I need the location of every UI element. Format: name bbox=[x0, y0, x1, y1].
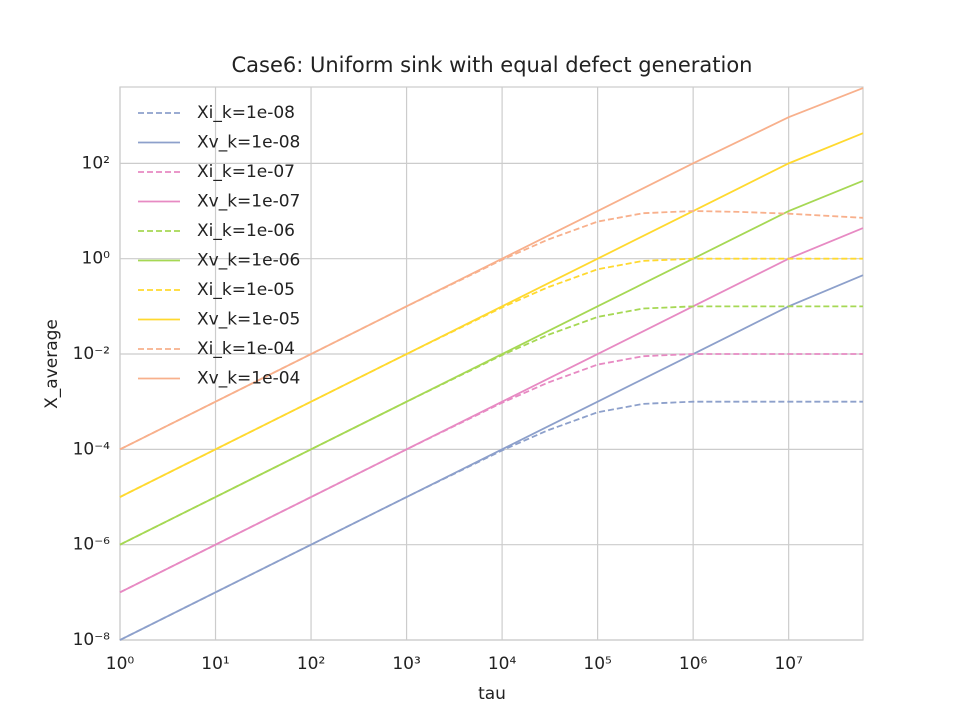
legend-label: Xi_k=1e-07 bbox=[197, 162, 295, 182]
series-line bbox=[119, 257, 863, 498]
x-tick-label: 10⁰ bbox=[106, 654, 135, 674]
y-tick-label: 10⁻⁶ bbox=[73, 535, 111, 555]
x-tick-label: 10⁵ bbox=[583, 654, 611, 674]
x-tick-label: 10⁷ bbox=[774, 654, 803, 674]
legend-label: Xi_k=1e-06 bbox=[197, 221, 295, 241]
y-tick-label: 10⁻⁸ bbox=[73, 630, 111, 650]
series-line bbox=[119, 353, 863, 594]
x-tick-label: 10⁴ bbox=[488, 654, 517, 674]
series-line bbox=[119, 179, 864, 546]
x-axis-label: tau bbox=[478, 684, 506, 704]
y-axis-label: X_average bbox=[42, 319, 62, 409]
series-line bbox=[119, 132, 864, 498]
x-tick-label: 10⁶ bbox=[679, 654, 708, 674]
x-tick-label: 10³ bbox=[392, 654, 420, 674]
series-line bbox=[119, 210, 864, 451]
series-line bbox=[119, 400, 863, 641]
x-tick-label: 10¹ bbox=[201, 654, 229, 674]
series-line bbox=[119, 305, 863, 546]
legend-label: Xv_k=1e-08 bbox=[197, 133, 300, 153]
legend-label: Xi_k=1e-05 bbox=[197, 280, 295, 300]
legend-label: Xi_k=1e-04 bbox=[197, 339, 295, 359]
x-tick-label: 10² bbox=[297, 654, 325, 674]
y-tick-label: 10⁻² bbox=[73, 344, 110, 364]
legend-label: Xv_k=1e-04 bbox=[197, 369, 300, 389]
series-line bbox=[119, 87, 864, 451]
legend-label: Xi_k=1e-08 bbox=[197, 103, 295, 123]
legend-label: Xv_k=1e-05 bbox=[197, 310, 300, 330]
legend-label: Xv_k=1e-06 bbox=[197, 251, 300, 271]
y-tick-label: 10² bbox=[82, 153, 110, 173]
plot-frame bbox=[119, 86, 864, 641]
legend-label: Xv_k=1e-07 bbox=[197, 192, 300, 212]
y-tick-label: 10⁻⁴ bbox=[73, 439, 111, 459]
series-line bbox=[119, 274, 864, 641]
chart-title: Case6: Uniform sink with equal defect ge… bbox=[232, 53, 753, 77]
series-line bbox=[119, 227, 864, 594]
y-tick-label: 10⁰ bbox=[82, 249, 111, 269]
